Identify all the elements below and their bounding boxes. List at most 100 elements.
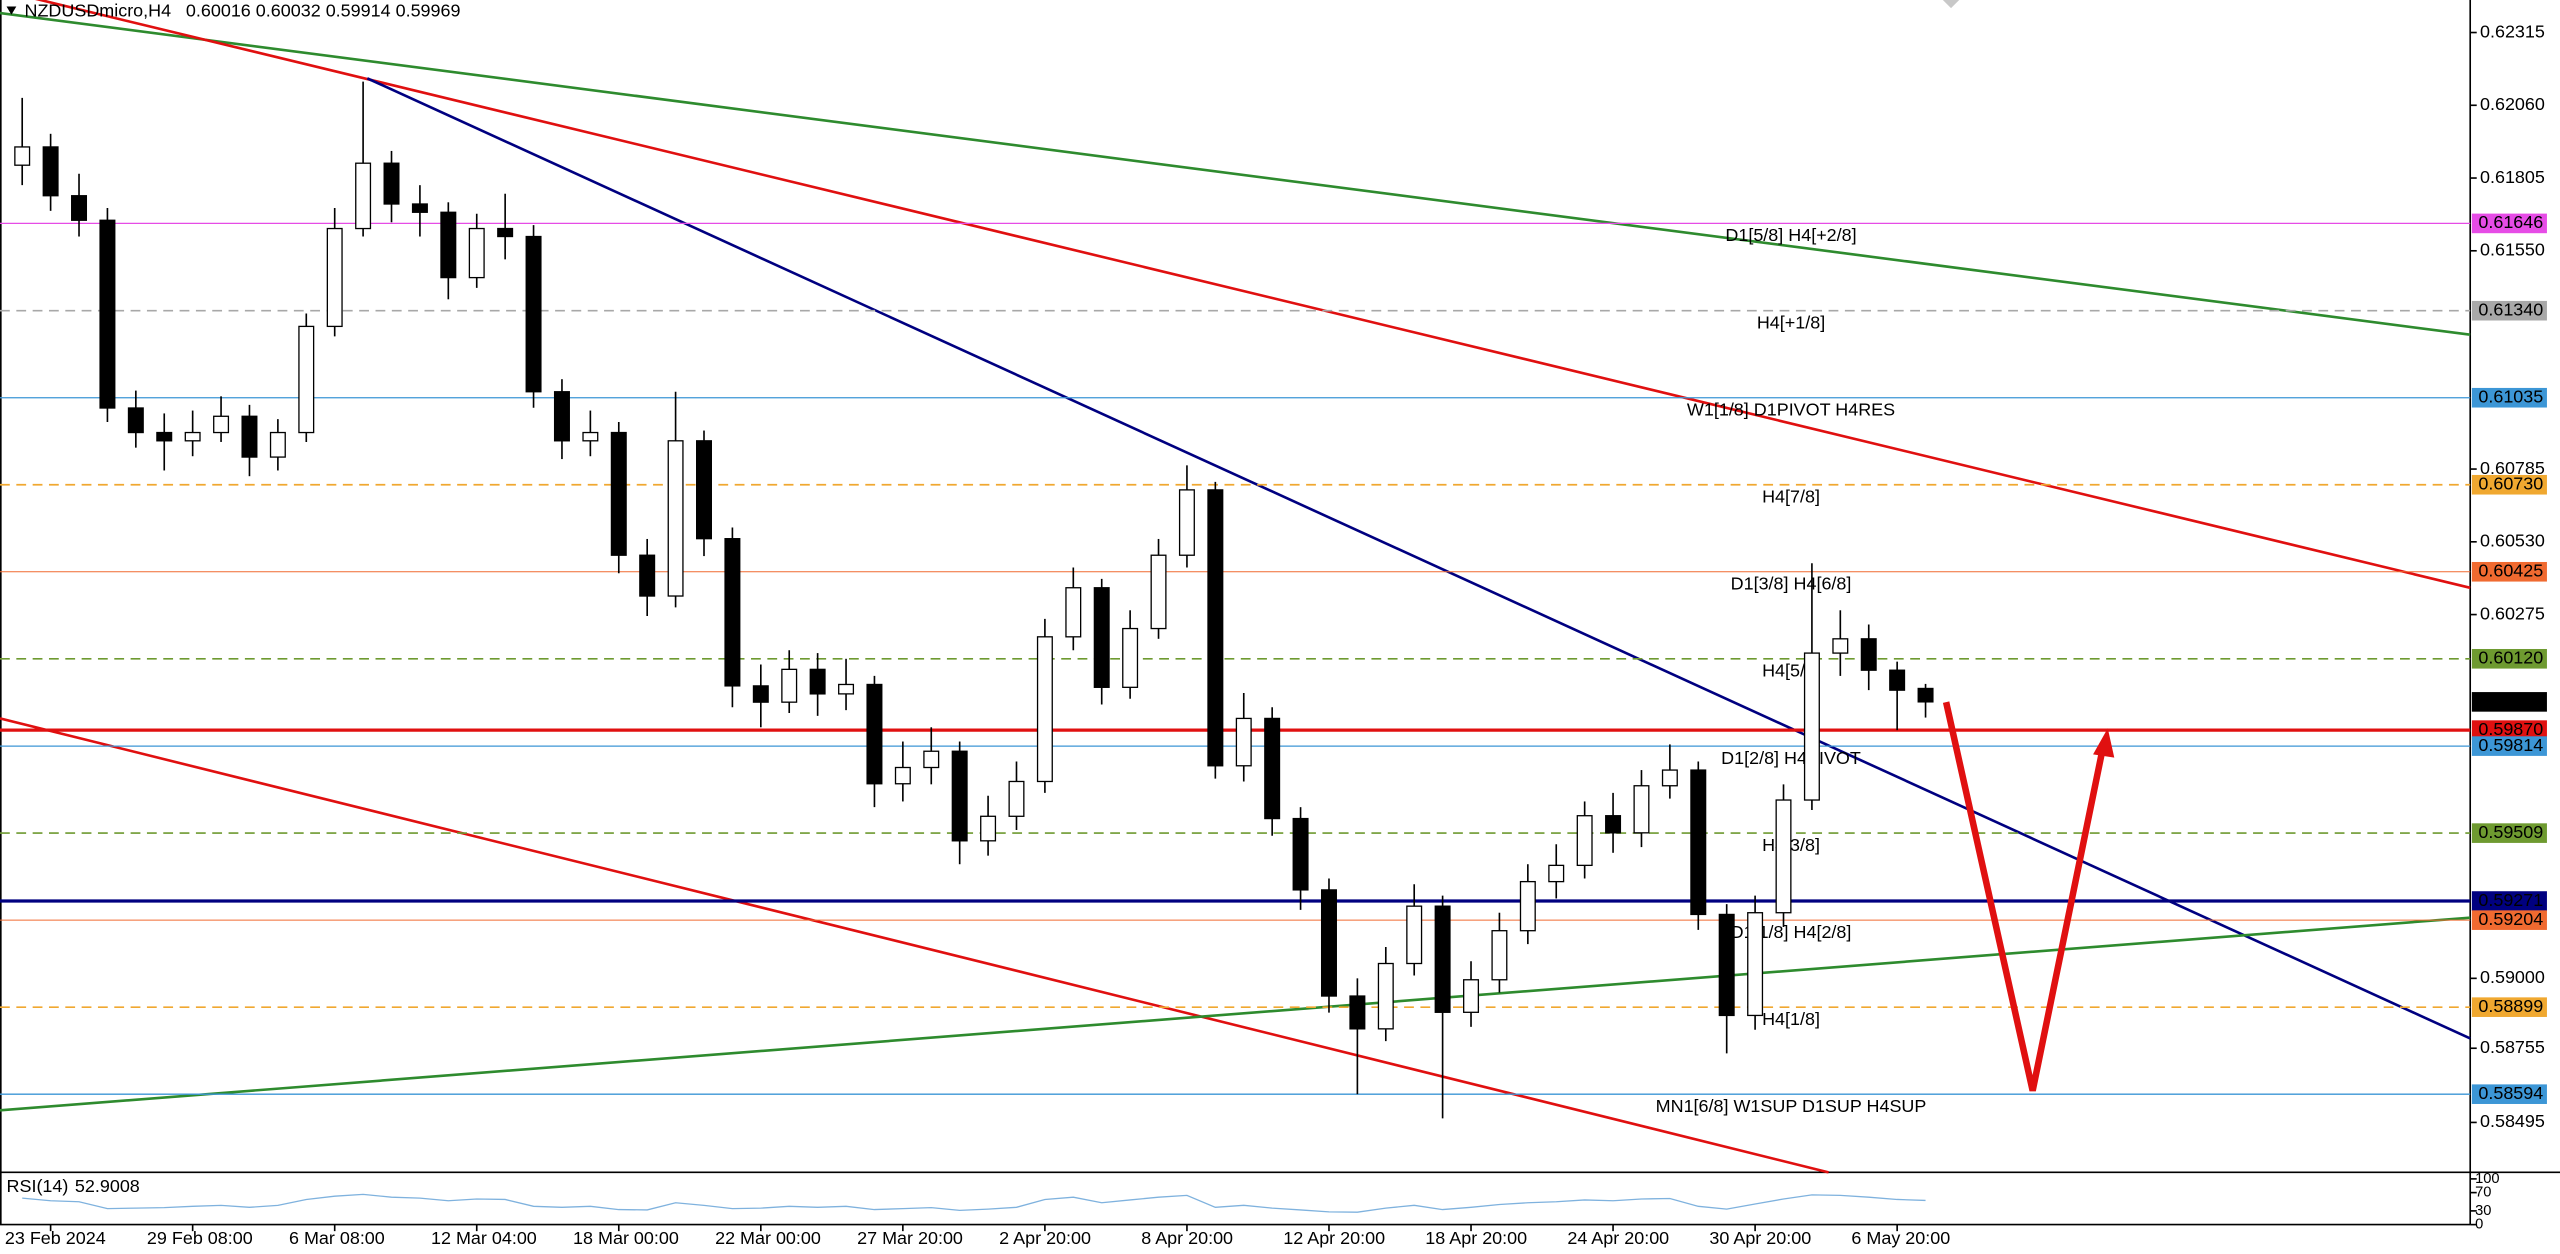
candle-body xyxy=(127,407,144,434)
candle-body xyxy=(1576,815,1593,867)
level-price-box xyxy=(2471,648,2547,669)
x-tick-label: 6 May 20:00 xyxy=(1851,1228,1950,1248)
price-axis: 0.62315 0.62060 0.61805 0.61550 0.60785 0.605… xyxy=(2470,21,2547,1131)
candle-body xyxy=(667,440,684,597)
level-price-box xyxy=(2471,736,2547,756)
level-label: H4[+1/8] xyxy=(1757,313,1825,333)
x-tick-label: 6 Mar 08:00 xyxy=(289,1228,385,1248)
level-label: H4[7/8] xyxy=(1762,487,1820,507)
x-tick-label: 29 Feb 08:00 xyxy=(147,1228,253,1248)
candle-body xyxy=(1377,962,1394,1030)
level-price-box xyxy=(2471,1084,2547,1104)
candle-body xyxy=(781,668,798,703)
x-tick-label: 22 Mar 00:00 xyxy=(715,1228,821,1248)
candle-body xyxy=(1207,489,1224,767)
candle-body xyxy=(809,668,826,695)
candle-body xyxy=(298,325,315,434)
level-price-label: 0.60425 xyxy=(2478,561,2543,581)
candle-body xyxy=(1718,913,1735,1017)
y-tick-label: 0.60785 xyxy=(2480,458,2545,478)
candle-body xyxy=(1008,780,1025,817)
candle-body xyxy=(1860,638,1877,671)
level-price-box xyxy=(2471,823,2547,843)
level-price-label: 0.59870 xyxy=(2478,719,2543,739)
rsi-name: RSI(14) xyxy=(7,1176,69,1196)
candle-body xyxy=(1917,687,1934,703)
y-tick-label: 0.60275 xyxy=(2480,603,2545,623)
frame xyxy=(0,0,2560,1226)
candle-body xyxy=(241,415,258,458)
candle-body xyxy=(468,227,485,279)
y-tick-label: 0.62315 xyxy=(2480,21,2545,41)
candle-body xyxy=(1349,995,1366,1030)
x-tick-label: 12 Mar 04:00 xyxy=(431,1228,537,1248)
level-price-box xyxy=(2471,720,2547,740)
candle-body xyxy=(1519,880,1536,932)
candle-body xyxy=(1832,638,1849,654)
candle-body xyxy=(1235,717,1252,767)
candle-body xyxy=(866,683,883,785)
trend-line xyxy=(0,11,2471,337)
candle-body xyxy=(269,431,286,458)
level-price-label: 0.61035 xyxy=(2478,386,2543,406)
level-price-box xyxy=(2471,213,2547,234)
close-value: 0.59969 xyxy=(396,0,461,20)
trend-line xyxy=(34,0,2471,590)
candle-body xyxy=(1434,905,1451,1013)
candle-body xyxy=(923,750,940,769)
level-label: D1[3/8] H4[6/8] xyxy=(1731,574,1852,594)
symbol: NZDUSDmicro,H4 xyxy=(24,0,171,20)
x-tick-label: 2 Apr 20:00 xyxy=(999,1228,1091,1248)
scroll-marker xyxy=(1942,0,1960,9)
candle-body xyxy=(1491,930,1508,981)
candle-body xyxy=(1463,979,1480,1013)
level-price-box xyxy=(2471,997,2547,1017)
rsi-value: 52.9008 xyxy=(75,1176,140,1196)
level-price-box xyxy=(2471,300,2547,321)
level-price-label: 0.60730 xyxy=(2478,473,2543,493)
candle-body xyxy=(1775,799,1792,914)
candle-body xyxy=(213,415,230,434)
levels: D1[5/8] H4[+2/8] H4[+1/8] W1[1/8] D1PIVOT … xyxy=(0,222,2471,1116)
trend-line xyxy=(0,717,1829,1174)
candle-body xyxy=(383,162,400,205)
current-price-box xyxy=(2471,692,2547,712)
level-price-box xyxy=(2471,891,2547,911)
candle-body xyxy=(440,211,457,279)
candle-body xyxy=(1803,652,1820,801)
y-tick-label: 0.58495 xyxy=(2480,1111,2545,1131)
level-label: D1[5/8] H4[+2/8] xyxy=(1725,225,1856,245)
level-price-label: 0.59509 xyxy=(2478,822,2543,842)
arrow-head xyxy=(2093,728,2115,758)
candle-body xyxy=(1889,669,1906,691)
rsi-tick-label: 30 xyxy=(2475,1203,2491,1219)
x-tick-label: 18 Apr 20:00 xyxy=(1425,1228,1527,1248)
level-price-label: 0.58594 xyxy=(2478,1083,2543,1103)
candle-body xyxy=(1406,905,1423,965)
candle-body xyxy=(1548,864,1565,883)
candle-body xyxy=(724,538,741,687)
symbol-header: NZDUSDmicro,H4 0.60016 0.60032 0.59914 0… xyxy=(24,0,460,20)
candle-body xyxy=(156,431,173,442)
level-label: W1[1/8] D1PIVOT H4RES xyxy=(1687,400,1895,420)
level-price-box xyxy=(2471,910,2547,930)
level-price-box xyxy=(2471,387,2547,408)
rsi-line xyxy=(22,1193,1926,1213)
trend-line xyxy=(366,77,2471,1040)
forecast-arrow xyxy=(1942,701,2115,1092)
level-price-label: 0.61340 xyxy=(2478,299,2543,319)
candle-body xyxy=(326,227,343,328)
level-price-label: 0.60120 xyxy=(2478,648,2543,668)
rsi-tick-label: 0 xyxy=(2475,1216,2483,1232)
y-tick-label: 0.58755 xyxy=(2480,1037,2545,1057)
y-tick-label: 0.60530 xyxy=(2480,531,2545,551)
candle-body xyxy=(71,195,88,221)
rsi-tick-label: 70 xyxy=(2475,1184,2491,1200)
x-tick-label: 8 Apr 20:00 xyxy=(1141,1228,1233,1248)
candle-body xyxy=(582,431,599,442)
candle-body xyxy=(1633,785,1650,834)
x-tick-label: 24 Apr 20:00 xyxy=(1567,1228,1669,1248)
y-tick-label: 0.61805 xyxy=(2480,167,2545,187)
x-tick-label: 12 Apr 20:00 xyxy=(1283,1228,1385,1248)
arrow-path xyxy=(1942,701,2107,1092)
